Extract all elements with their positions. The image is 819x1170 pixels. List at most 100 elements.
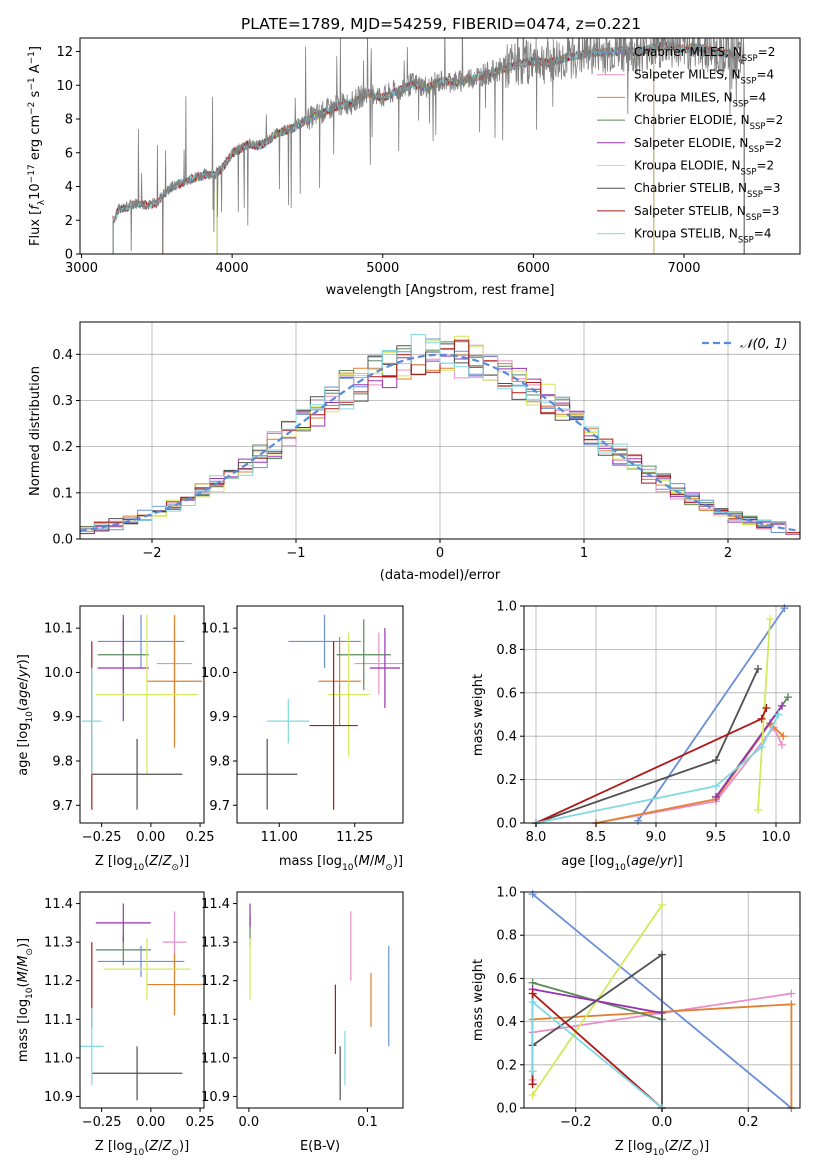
x-tick-label: 11.25 <box>336 830 373 845</box>
y-tick-label: 0.2 <box>496 773 517 788</box>
y-tick-label: 11.0 <box>201 1051 230 1066</box>
hist-steps <box>80 334 800 535</box>
y-axis-label: Flux [fλ10−17 erg cm−2 s−1 A−1] <box>27 46 47 246</box>
y-tick-label: 4 <box>65 180 73 195</box>
y-tick-label: 0 <box>65 248 73 263</box>
x-tick-label: 0.00 <box>136 1115 165 1130</box>
y-tick-label: 11.4 <box>44 897 73 912</box>
x-tick-label: 0.0 <box>239 1115 260 1130</box>
legend-label: Salpeter ELODIE, NSSP=2 <box>634 136 782 155</box>
x-tick-label: −0.25 <box>82 830 122 845</box>
x-tick-label: 4000 <box>216 261 249 276</box>
y-tick-label: 0.8 <box>496 929 517 944</box>
y-tick-label: 10.9 <box>201 1090 230 1105</box>
y-tick-label: 10 <box>56 79 73 94</box>
y-tick-label: 9.7 <box>52 799 73 814</box>
x-tick-label: 0.1 <box>357 1115 378 1130</box>
y-axis-label: age [log10(age/yr)] <box>16 654 35 776</box>
y-axis-label: Normed distribution <box>28 366 43 496</box>
y-tick-label: 11.4 <box>201 897 230 912</box>
y-tick-label: 10.9 <box>44 1090 73 1105</box>
z-age-frame <box>79 605 205 824</box>
x-tick-label: 9.5 <box>706 830 727 845</box>
legend-label: Salpeter STELIB, NSSP=3 <box>634 204 779 223</box>
y-tick-label: 0.2 <box>52 440 73 455</box>
y-tick-label: 0.6 <box>496 972 517 987</box>
y-tick-label: 10.0 <box>201 666 230 681</box>
weight-line <box>531 991 663 1109</box>
weight-line <box>595 721 784 824</box>
data-curve <box>112 38 745 254</box>
y-tick-label: 9.9 <box>209 710 230 725</box>
y-tick-label: 0.0 <box>496 1102 517 1117</box>
x-axis-label: (data-model)/error <box>380 568 501 583</box>
y-tick-label: 11.0 <box>44 1051 73 1066</box>
y-tick-label: 11.2 <box>201 974 230 989</box>
hist-series <box>80 334 800 534</box>
x-tick-label: −0.25 <box>82 1115 122 1130</box>
x-tick-label: 8.5 <box>586 830 607 845</box>
x-tick-label: 5000 <box>366 261 399 276</box>
age-weight-axes <box>524 605 800 824</box>
y-tick-label: 11.1 <box>44 1013 73 1028</box>
y-tick-label: 10.1 <box>44 622 73 637</box>
y-tick-label: 9.7 <box>209 799 230 814</box>
x-tick-label: 9.0 <box>646 830 667 845</box>
y-tick-label: 0.3 <box>52 394 73 409</box>
weight-line <box>595 725 783 824</box>
legend-label: Kroupa ELODIE, NSSP=2 <box>634 159 774 178</box>
y-axis-label: mass [log10(M/M⊙)] <box>16 938 35 1062</box>
y-tick-label: 9.8 <box>52 755 73 770</box>
y-tick-label: 0.8 <box>496 643 517 658</box>
x-tick-label: 6000 <box>517 261 550 276</box>
y-tick-label: 11.3 <box>44 936 73 951</box>
y-tick-label: 0.4 <box>52 348 73 363</box>
y-tick-label: 9.8 <box>209 755 230 770</box>
x-tick-label: −0.2 <box>560 1115 592 1130</box>
model-curve <box>216 44 655 254</box>
y-tick-label: 9.9 <box>52 710 73 725</box>
weight-line <box>535 714 780 824</box>
y-tick-label: 0.1 <box>52 486 73 501</box>
model-curve <box>216 43 655 254</box>
legend-label: Kroupa STELIB, NSSP=4 <box>634 227 772 246</box>
y-tick-label: 0.0 <box>52 533 73 548</box>
x-tick-label: 11.00 <box>261 830 298 845</box>
weight-line <box>637 607 786 822</box>
y-tick-label: 0.6 <box>496 686 517 701</box>
y-tick-label: 0.0 <box>496 817 517 832</box>
x-tick-label: −2 <box>142 546 161 561</box>
x-tick-label: 0.2 <box>738 1115 759 1130</box>
x-axis-label: E(B-V) <box>300 1139 340 1154</box>
y-tick-label: 6 <box>65 146 73 161</box>
x-tick-label: 2 <box>724 546 732 561</box>
x-tick-label: 0.0 <box>652 1115 673 1130</box>
x-tick-label: 1 <box>580 546 588 561</box>
x-tick-label: 0.25 <box>186 830 215 845</box>
y-axis-label: mass weight <box>471 959 486 1041</box>
spectrum-frame <box>79 37 801 255</box>
x-axis-label: Z [log10(Z/Z⊙)] <box>615 1139 709 1158</box>
figure-title: PLATE=1789, MJD=54259, FIBERID=0474, z=0… <box>241 15 641 33</box>
weight-line <box>531 1000 663 1109</box>
y-tick-label: 0.4 <box>496 730 517 745</box>
x-axis-label: mass [log10(M/M⊙)] <box>279 854 403 873</box>
x-tick-label: 0.25 <box>186 1115 215 1130</box>
y-tick-label: 10.0 <box>44 666 73 681</box>
x-axis-label: Z [log10(Z/Z⊙)] <box>95 1139 189 1158</box>
x-tick-label: 3000 <box>65 261 98 276</box>
ebv-mass-frame <box>236 891 404 1109</box>
x-tick-label: 8.0 <box>526 830 547 845</box>
x-tick-label: 7000 <box>667 261 700 276</box>
y-tick-label: 2 <box>65 214 73 229</box>
z-mass-frame <box>79 891 205 1109</box>
spectrum-lines <box>112 38 745 254</box>
y-tick-label: 10.1 <box>201 622 230 637</box>
gauss-curve <box>80 353 800 532</box>
y-tick-label: 11.2 <box>44 974 73 989</box>
weight-line <box>715 705 783 798</box>
x-tick-label: 0 <box>436 546 444 561</box>
x-axis-label: age [log10(age/yr)] <box>561 854 683 873</box>
y-tick-label: 0.4 <box>496 1015 517 1030</box>
